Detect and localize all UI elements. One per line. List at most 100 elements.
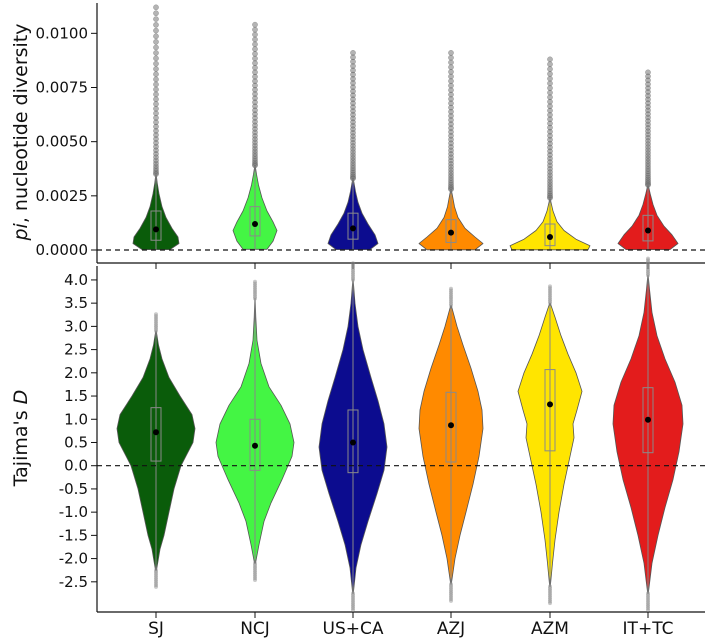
outlier-point bbox=[253, 574, 257, 579]
outlier-point bbox=[252, 41, 258, 48]
outlier-point bbox=[548, 586, 552, 591]
violin-azm bbox=[517, 284, 583, 606]
outlier-point bbox=[153, 71, 159, 78]
tajimas-d-axis-title: Tajima's D bbox=[10, 390, 32, 488]
violin-it-tc bbox=[617, 69, 679, 250]
outlier-point bbox=[253, 572, 257, 577]
outlier-point bbox=[351, 270, 355, 275]
outlier-point bbox=[548, 593, 552, 598]
x-category-label: SJ bbox=[148, 619, 164, 639]
y-tick-label: -2.5 bbox=[59, 573, 88, 591]
outlier-point bbox=[547, 66, 553, 72]
outlier-point bbox=[154, 314, 158, 319]
outlier-point bbox=[154, 321, 158, 326]
outlier-point bbox=[153, 86, 159, 93]
outlier-point bbox=[351, 263, 355, 268]
outlier-point bbox=[252, 26, 258, 33]
outlier-point bbox=[351, 598, 355, 603]
outlier-point bbox=[351, 274, 355, 279]
x-category-label: AZJ bbox=[437, 619, 465, 639]
outlier-point bbox=[646, 260, 650, 265]
pi-axis-title: pi, nucleotide diversity bbox=[10, 23, 32, 241]
outlier-point bbox=[547, 61, 553, 68]
outlier-point bbox=[646, 262, 650, 267]
outlier-point bbox=[252, 55, 258, 62]
y-tick-label: 3.0 bbox=[64, 317, 88, 335]
outlier-point bbox=[646, 267, 650, 272]
outlier-point bbox=[253, 296, 257, 301]
violin-it-tc bbox=[612, 256, 684, 613]
mean-marker bbox=[350, 225, 356, 232]
mean-marker bbox=[448, 229, 454, 236]
x-category-label: AZM bbox=[531, 619, 569, 639]
outlier-point bbox=[449, 587, 453, 592]
outlier-point bbox=[449, 593, 453, 598]
outlier-point bbox=[449, 589, 453, 594]
outlier-point bbox=[153, 76, 159, 83]
mean-marker bbox=[350, 439, 356, 446]
outlier-point bbox=[253, 285, 257, 290]
outlier-point bbox=[253, 568, 257, 573]
y-tick-label: 2.5 bbox=[64, 341, 88, 359]
outlier-point bbox=[253, 577, 257, 582]
outlier-point bbox=[154, 317, 158, 322]
outlier-point bbox=[449, 292, 453, 297]
outlier-point bbox=[548, 590, 552, 595]
outlier-point bbox=[548, 284, 552, 289]
outlier-point bbox=[253, 563, 257, 568]
outlier-point bbox=[448, 59, 454, 66]
iqr-box bbox=[249, 206, 261, 237]
violin-ncj bbox=[215, 279, 295, 582]
outlier-point bbox=[351, 276, 355, 281]
outlier-point bbox=[351, 268, 355, 273]
y-tick-label: -2.0 bbox=[59, 550, 88, 568]
outlier-point bbox=[548, 299, 552, 304]
outlier-point bbox=[153, 22, 159, 28]
outlier-point bbox=[645, 69, 651, 76]
outlier-point bbox=[449, 286, 453, 291]
outlier-point bbox=[253, 561, 257, 566]
outlier-point bbox=[154, 323, 158, 328]
iqr-box bbox=[150, 407, 162, 462]
mean-marker bbox=[448, 422, 454, 429]
outlier-point bbox=[449, 301, 453, 306]
outlier-point bbox=[646, 608, 650, 613]
outlier-point bbox=[646, 593, 650, 598]
outlier-point bbox=[448, 49, 454, 56]
outlier-point bbox=[154, 579, 158, 584]
outlier-point bbox=[547, 80, 553, 87]
outlier-point bbox=[449, 598, 453, 603]
outlier-point bbox=[449, 299, 453, 304]
y-tick-label: -0.5 bbox=[59, 480, 88, 498]
outlier-point bbox=[153, 66, 159, 72]
outlier-point bbox=[646, 269, 650, 274]
outlier-point bbox=[253, 283, 257, 288]
y-tick-label: 0.0050 bbox=[36, 133, 89, 151]
outlier-point bbox=[449, 585, 453, 590]
outlier-point bbox=[153, 96, 159, 103]
violin-ncj bbox=[232, 21, 278, 250]
tajimas-d-panel: -2.5 -2.0 -1.5 -1.0 -0.5 0.0 0.5 1.0 1.5 2.0 2.5 3.… bbox=[59, 256, 705, 618]
mean-marker bbox=[252, 221, 258, 227]
outlier-point bbox=[646, 604, 650, 609]
mean-marker bbox=[153, 226, 159, 233]
outlier-point bbox=[153, 44, 159, 51]
y-tick-label: 0.0100 bbox=[36, 24, 89, 42]
outlier-point bbox=[449, 591, 453, 596]
outlier-point bbox=[253, 576, 257, 581]
outlier-point bbox=[153, 101, 159, 107]
outlier-point bbox=[646, 591, 650, 596]
violin-sj bbox=[132, 4, 180, 250]
outlier-point bbox=[153, 39, 159, 45]
outlier-point bbox=[449, 296, 453, 301]
y-tick-label: 0.0075 bbox=[36, 79, 89, 97]
outlier-point bbox=[153, 4, 159, 11]
outlier-point bbox=[449, 596, 453, 601]
y-tick-label: -1.0 bbox=[59, 503, 88, 521]
outlier-point bbox=[153, 91, 159, 98]
outlier-point bbox=[153, 60, 159, 67]
outlier-point bbox=[351, 608, 355, 613]
outlier-point bbox=[253, 294, 257, 299]
outlier-point bbox=[351, 604, 355, 609]
